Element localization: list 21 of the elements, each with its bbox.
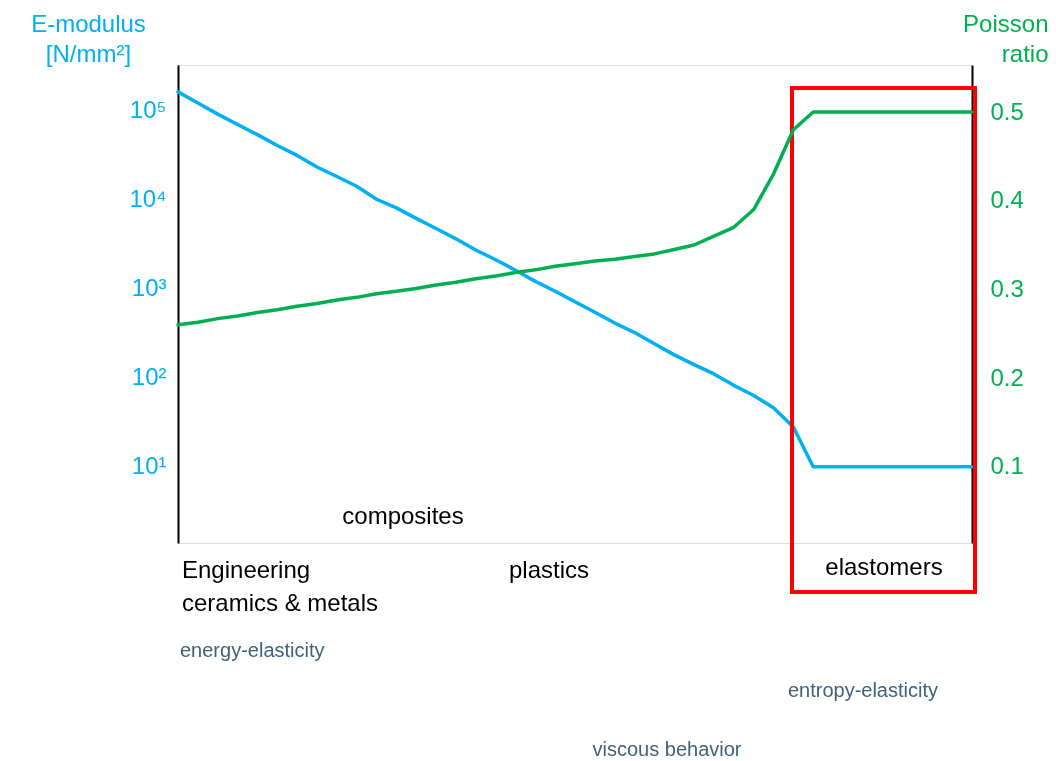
text: plastics — [508, 556, 590, 583]
text: Engineering ceramics & metals — [182, 556, 379, 616]
y-tick-label: 10⁵ — [129, 95, 167, 123]
text: energy-elasticity — [180, 639, 325, 661]
y-tick-label: 10⁴ — [129, 184, 167, 212]
y-tick-label: 10² — [131, 363, 167, 391]
line-series — [176, 90, 974, 469]
y2-tick-label: 0.2 — [990, 363, 1024, 391]
y-tick-label: 10¹ — [131, 452, 167, 480]
text: entropy-elasticity — [787, 679, 938, 701]
line-series — [176, 110, 974, 327]
y-tick-label: 10³ — [131, 273, 167, 301]
y2-tick-label: 0.5 — [990, 97, 1024, 125]
y2-axis-title: Poisson ratio — [963, 9, 1049, 67]
annotation: composites — [342, 502, 464, 529]
y2-tick-label: 0.4 — [990, 186, 1024, 214]
y2-tick-label: 0.3 — [990, 274, 1024, 302]
y2-tick-label: 0.1 — [990, 452, 1024, 480]
text: elastomers — [825, 553, 943, 580]
y-axis-title: E-modulus [N/mm²] — [31, 9, 146, 67]
text: viscous behavior — [592, 738, 742, 760]
